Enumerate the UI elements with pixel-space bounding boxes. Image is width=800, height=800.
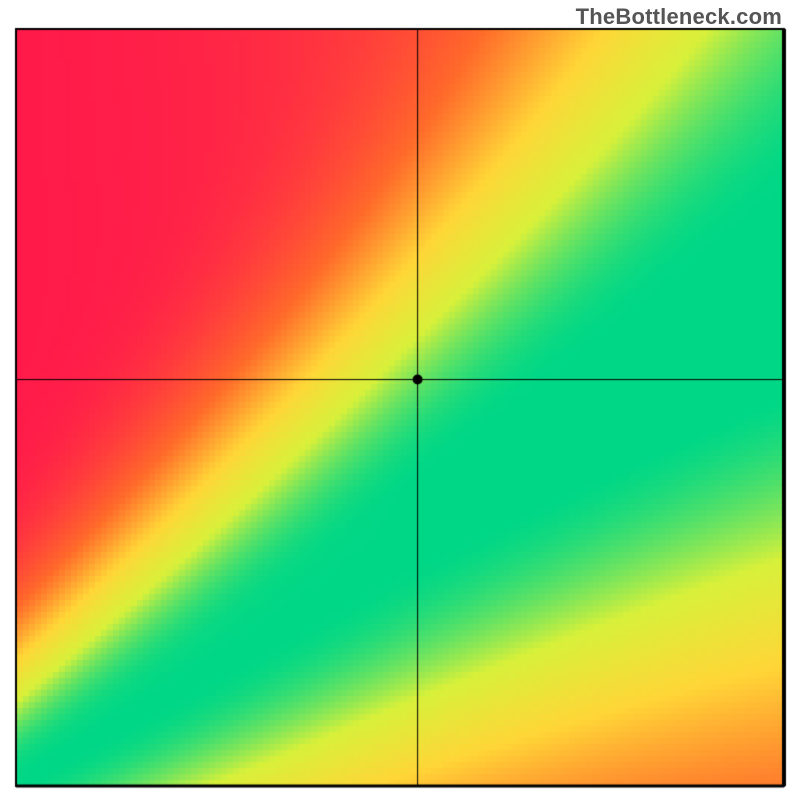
watermark-text: TheBottleneck.com xyxy=(576,4,782,30)
chart-container: TheBottleneck.com xyxy=(0,0,800,800)
bottleneck-heatmap xyxy=(0,0,800,800)
